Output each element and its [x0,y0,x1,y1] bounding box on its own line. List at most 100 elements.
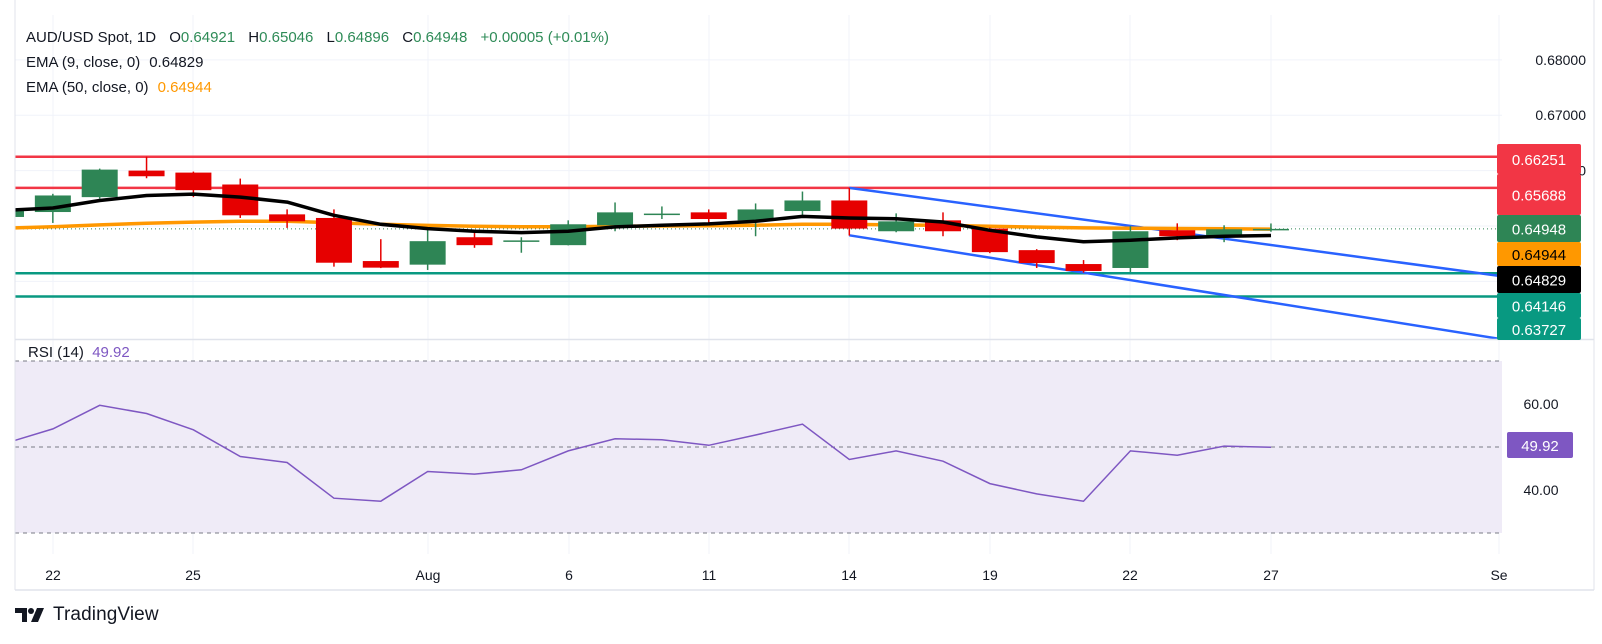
ema50-legend[interactable]: EMA (50, close, 0) 0.64944 [26,79,212,97]
price-label-text: 0.64948 [1512,222,1566,239]
candle[interactable] [315,209,352,267]
price-label-text: 0.64146 [1512,299,1566,316]
open-value: 0.64921 [180,29,236,46]
candle[interactable] [503,237,540,253]
candle[interactable] [925,212,961,237]
rsi-axis-label: 60.00 [1523,396,1558,412]
candle-body [1065,264,1102,271]
high-value: 0.65046 [259,29,314,46]
candle[interactable] [878,213,915,233]
price-label-box [1497,144,1581,174]
candle-body [1018,250,1055,264]
price-label-box [1497,293,1581,318]
candle[interactable] [831,187,868,236]
chart-frame [14,0,1595,591]
open-label: O [169,29,181,46]
candle[interactable] [81,168,118,199]
time-axis[interactable]: 22 25 Aug 6 11 14 19 22 27 Se [45,567,1508,583]
rsi-axis[interactable]: 60.00 40.00 49.92 [1507,396,1573,498]
time-axis-label: 22 [45,567,61,583]
high-label: H [248,29,260,46]
price-label-resistance: 0.65688 [1497,174,1581,215]
low-label: L [326,29,335,46]
candle-body [1206,229,1243,238]
price-axis-label: 0.67000 [1535,107,1586,123]
close-label: C [402,29,414,46]
rsi-last-label: 49.92 [1507,432,1573,458]
candle-body [1112,231,1149,268]
candle-body [362,261,399,268]
candle[interactable] [1112,225,1149,272]
candle[interactable] [1252,223,1289,232]
candle[interactable] [1018,249,1055,268]
low-value: 0.64896 [334,29,390,46]
price-label-box [1497,318,1581,340]
candle[interactable] [409,228,446,270]
candle-body [831,200,868,229]
candle-body [81,169,118,198]
tradingview-wordmark: TradingView [53,604,159,625]
rsi-band-fill [15,361,1502,533]
price-label-text: 0.66251 [1512,152,1566,169]
candle-body [690,212,727,220]
time-axis-label: 27 [1263,567,1279,583]
rsi-plot [15,404,1272,503]
channel-trendline [849,234,1502,339]
candle-body [315,217,352,263]
price-axis-label: 0.68000 [1535,52,1586,68]
rsi-label-box [1507,432,1573,458]
rsi-value: 49.92 [92,344,130,361]
candle-body [128,170,165,177]
candle[interactable] [128,156,165,179]
close-value: 0.64948 [413,29,468,46]
ema9-value: 0.64829 [149,54,204,71]
candle-body [503,240,540,242]
candle[interactable] [1065,260,1102,273]
candle-body [175,172,212,191]
candle-body [269,214,306,222]
time-axis-label: Se [1490,567,1507,583]
candle-body [409,241,446,265]
candle-body [550,224,587,246]
candle[interactable] [269,209,306,228]
rsi-line [15,404,1272,503]
price-label-support: 0.63727 [1497,318,1581,340]
rsi-pane [15,360,1502,534]
ema9-line [15,192,1272,244]
rsi-axis-label: 40.00 [1523,482,1558,498]
time-axis-label: 22 [1122,567,1138,583]
candle-body [1252,228,1289,231]
price-label-box [1497,174,1581,215]
candle-body [1159,230,1196,237]
ema50-value: 0.64944 [157,79,212,96]
candle-body [15,211,24,217]
candle[interactable] [1206,225,1243,243]
symbol-title[interactable]: AUD/USD Spot, 1D [26,29,157,46]
rsi-legend[interactable]: RSI (14) 49.92 [28,344,130,362]
candle-body [925,220,961,232]
candle[interactable] [784,191,821,217]
candle-body [878,221,915,232]
candle[interactable] [643,206,680,220]
candle[interactable] [362,239,399,269]
tradingview-logo[interactable]: TradingView [15,604,159,626]
price-label-box [1497,266,1581,293]
candle-body [737,209,774,221]
price-label-text: 0.65688 [1512,188,1566,205]
candle-body [784,200,821,212]
price-label-last: 0.64948 [1497,215,1581,242]
candle[interactable] [0,211,24,218]
time-axis-label: 25 [185,567,201,583]
change-value: +0.00005 (+0.01%) [480,29,609,46]
candle[interactable] [456,230,493,248]
rsi-label-text: 49.92 [1521,438,1559,455]
rsi-label: RSI (14) [28,344,84,361]
price-axis[interactable]: 0.680000.670000.660000.662510.656880.649… [1497,52,1586,340]
price-label-text: 0.64944 [1512,247,1566,264]
ema9-legend[interactable]: EMA (9, close, 0) 0.64829 [26,54,203,72]
time-axis-label: 19 [982,567,998,583]
price-label-ema9: 0.64829 [1497,266,1581,293]
price-pane[interactable] [0,155,1502,340]
time-axis-label: 11 [702,567,717,583]
